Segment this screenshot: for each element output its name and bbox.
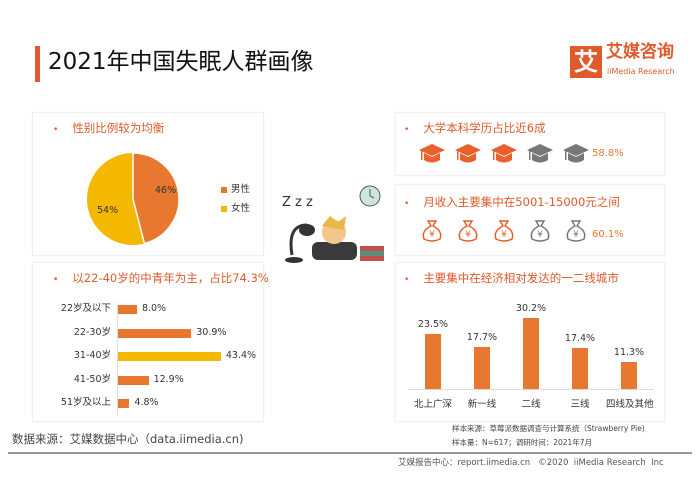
pie-slice-male (132, 152, 180, 245)
city-value: 23.5% (417, 318, 449, 330)
graduation-cap-icon (419, 144, 445, 163)
sample-size: 样本量：N=617；调研时间：2021年7月 (452, 438, 593, 447)
city-axis (408, 389, 654, 390)
city-label: 四线及其他 (606, 399, 654, 410)
city-label: 三线 (570, 399, 590, 410)
age-axis (117, 303, 118, 415)
gender-pie (87, 152, 180, 245)
female-value: 54% (97, 205, 119, 216)
city-value: 11.3% (613, 347, 645, 359)
education-panel: 大学本科学历占比近6成 58.8% (395, 112, 665, 176)
age-header: 以22-40岁的中青年为主，占比74.3% (53, 271, 268, 287)
sample-source: 样本来源：草莓派数据调查与计算系统（Strawberry Pie) (452, 424, 645, 433)
money-bag-icon: ¥ (458, 220, 478, 242)
footer-text: 艾媒报告中心：report.iimedia.cn ©2020 iiMedia R… (398, 458, 664, 468)
age-label: 51岁及以上 (60, 397, 111, 408)
age-bar (118, 328, 192, 338)
education-header: 大学本科学历占比近6成 (404, 121, 545, 137)
age-value: 30.9% (196, 326, 227, 338)
city-bar (621, 362, 637, 389)
income-panel: 月收入主要集中在5001-15000元之间 ¥ ¥ ¥ ¥ ¥ 60.1% (395, 184, 665, 256)
city-label: 新一线 (467, 399, 497, 410)
money-bag-icon: ¥ (530, 220, 550, 242)
age-label: 22-30岁 (73, 326, 111, 338)
age-panel: 以22-40岁的中青年为主，占比74.3% 22岁及以下 8.0%22-30岁 … (32, 262, 269, 422)
yuan-glyph: ¥ (465, 230, 471, 240)
money-bag-icon: ¥ (422, 220, 442, 242)
male-value: 46% (155, 185, 177, 196)
footer-divider (8, 452, 692, 454)
money-bag-icon: ¥ (566, 220, 586, 242)
income-value: 60.1% (592, 229, 624, 240)
graduation-cap-icon (563, 144, 589, 163)
income-header: 月收入主要集中在5001-15000元之间 (404, 195, 620, 211)
city-header: 主要集中在经济相对发达的一二线城市 (404, 271, 619, 287)
age-value: 8.0% (141, 303, 167, 314)
logo-en: iiMedia Research (607, 67, 675, 76)
logo-mark: 艾 (570, 46, 602, 78)
money-bag-icon: ¥ (494, 220, 514, 242)
legend-female: 女性 (231, 203, 251, 214)
age-value: 12.9% (153, 373, 184, 385)
gender-header: 性别比例较为均衡 (53, 121, 164, 137)
age-label: 31-40岁 (73, 350, 111, 361)
age-label: 22岁及以下 (60, 303, 111, 314)
education-value: 58.8% (592, 148, 624, 159)
age-label: 41-50岁 (73, 373, 111, 385)
city-bar (572, 348, 588, 389)
city-value: 30.2% (515, 303, 547, 315)
age-value: 43.4% (225, 350, 257, 361)
city-panel: 主要集中在经济相对发达的一二线城市 23.5% 北上广深 17.7% 新一线 3… (395, 262, 665, 422)
age-bar (118, 399, 130, 408)
city-bar (523, 318, 539, 389)
gender-panel: 性别比例较为均衡 46% 54% 男性 女性 (32, 112, 264, 256)
legend-male: 男性 (231, 184, 251, 195)
age-bar (118, 305, 137, 314)
city-label: 北上广深 (413, 399, 452, 410)
yuan-glyph: ¥ (501, 230, 507, 240)
yuan-glyph: ¥ (429, 230, 435, 240)
age-bar (118, 352, 221, 361)
age-value: 4.8% (134, 397, 159, 408)
sleeping-person-illustration: Z z z (282, 185, 384, 263)
logo-cn: 艾媒咨询 (606, 42, 674, 62)
legend-female-swatch (221, 206, 227, 212)
title-accent (35, 46, 40, 82)
data-source: 数据来源：艾媒数据中心（data.iimedia.cn) (12, 432, 244, 446)
graduation-cap-icon (491, 144, 517, 163)
city-value: 17.4% (564, 333, 596, 345)
page-title: 2021年中国失眠人群画像 (48, 49, 314, 75)
graduation-cap-icon (455, 144, 481, 163)
city-label: 二线 (521, 399, 541, 410)
legend-male-swatch (221, 187, 227, 193)
graduation-cap-icon (527, 144, 553, 163)
city-bar (425, 333, 441, 389)
age-bar (118, 375, 149, 385)
yuan-glyph: ¥ (537, 230, 543, 240)
city-value: 17.7% (466, 332, 498, 344)
yuan-glyph: ¥ (573, 230, 579, 240)
city-bar (474, 347, 490, 389)
zzz-text: Z z z (282, 195, 313, 210)
